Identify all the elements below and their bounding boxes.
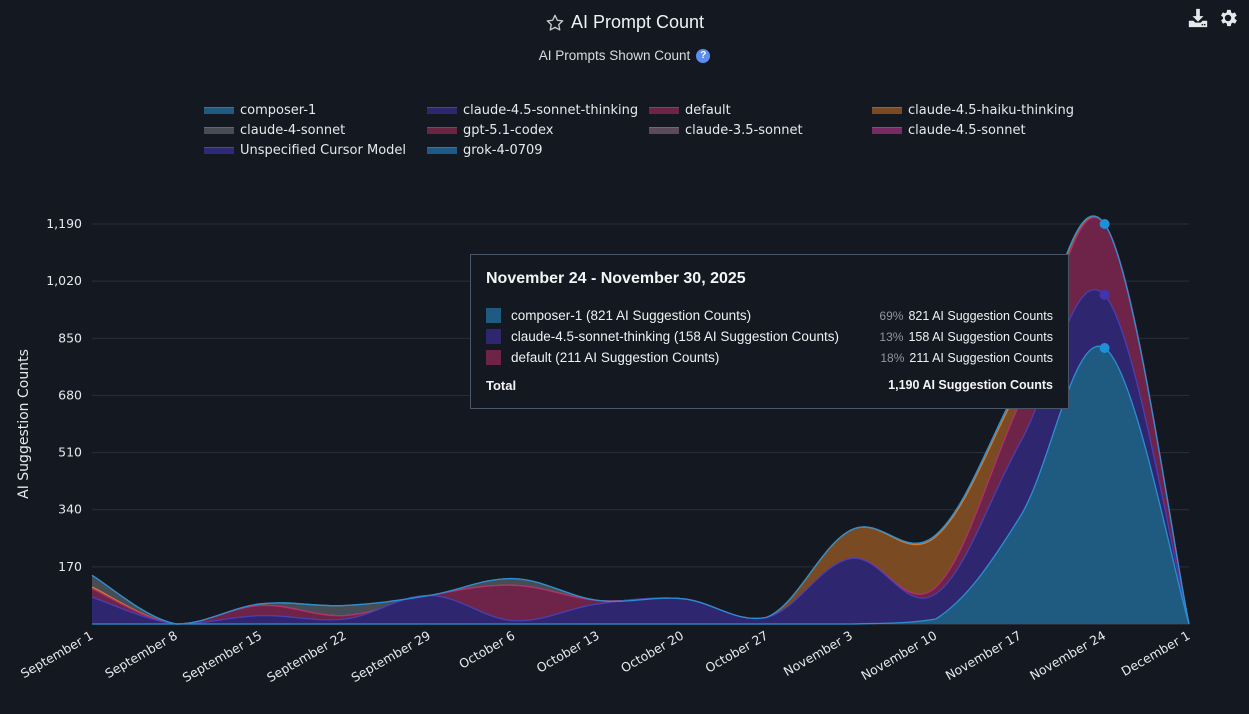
x-tick-label: November 17 [943, 628, 1024, 683]
legend-item[interactable]: claude-4.5-haiku-thinking [872, 102, 1102, 118]
legend-item[interactable]: Unspecified Cursor Model [204, 142, 427, 158]
legend-swatch [649, 126, 679, 134]
legend-swatch [427, 146, 457, 154]
legend-label: claude-3.5-sonnet [685, 122, 803, 138]
legend-label: claude-4-sonnet [240, 122, 346, 138]
x-tick-label: September 15 [180, 628, 265, 685]
legend-item[interactable]: grok-4-0709 [427, 142, 649, 158]
chart-title-row: AI Prompt Count [0, 12, 1249, 38]
x-tick-label: November 10 [858, 628, 939, 683]
legend-label: gpt-5.1-codex [463, 122, 554, 138]
y-tick-label: 1,020 [46, 273, 82, 288]
y-tick-label: 510 [58, 445, 82, 460]
hover-marker [1099, 343, 1110, 354]
chart-title-text: AI Prompt Count [570, 12, 705, 32]
area-series[interactable] [92, 346, 1189, 624]
legend-swatch [427, 106, 457, 114]
legend-swatch [872, 106, 902, 114]
chart-toolbar [1187, 7, 1239, 29]
legend-label: Unspecified Cursor Model [240, 142, 407, 158]
legend-label: claude-4.5-sonnet [908, 122, 1026, 138]
tooltip-row: composer-1 (821 AI Suggestion Counts) 69%… [486, 305, 1053, 326]
y-axis: 170 340 510 680 850 1,020 1,190 [46, 216, 82, 574]
y-tick-label: 1,190 [46, 216, 82, 231]
x-tick-label: November 3 [781, 628, 855, 679]
x-tick-label: September 29 [348, 628, 433, 685]
hover-marker [1099, 219, 1110, 229]
chart-tooltip: November 24 - November 30, 2025 composer… [470, 254, 1069, 409]
series-areas [91, 215, 1190, 625]
tooltip-value: 211 AI Suggestion Counts [909, 350, 1053, 365]
legend-swatch [872, 126, 902, 134]
legend-label: default [685, 102, 731, 118]
chart-subtitle: AI Prompts Shown Count [538, 48, 691, 63]
x-tick-label: September 1 [18, 628, 96, 682]
tooltip-percent: 13% [879, 329, 904, 344]
x-tick-label: December 1 [1119, 628, 1193, 679]
y-tick-label: 850 [58, 330, 82, 345]
y-tick-label: 170 [58, 559, 82, 574]
hover-markers [1099, 219, 1110, 354]
chart-legend: composer-1 claude-4.5-sonnet-thinking defa… [204, 102, 1104, 158]
legend-label: grok-4-0709 [463, 142, 543, 158]
tooltip-swatch [486, 329, 501, 344]
tooltip-swatch [486, 308, 501, 323]
tooltip-series-name: default (211 AI Suggestion Counts) [511, 350, 720, 365]
x-tick-label: October 13 [534, 628, 602, 676]
x-tick-label: November 24 [1027, 628, 1108, 683]
y-tick-label: 340 [58, 502, 82, 517]
tooltip-percent: 18% [880, 350, 905, 365]
x-tick-label: September 22 [264, 628, 349, 685]
legend-item[interactable]: gpt-5.1-codex [427, 122, 649, 138]
gear-icon[interactable] [1217, 7, 1239, 29]
y-tick-label: 680 [58, 387, 82, 402]
x-tick-label: October 20 [618, 628, 686, 676]
tooltip-total-label: Total [486, 378, 517, 393]
legend-label: claude-4.5-sonnet-thinking [463, 102, 639, 118]
tooltip-percent: 69% [879, 308, 904, 323]
help-icon[interactable]: ? [696, 48, 711, 63]
x-tick-label: October 27 [703, 628, 771, 676]
tooltip-row: default (211 AI Suggestion Counts) 18% 211… [486, 347, 1053, 368]
tooltip-total: Total 1,190 AI Suggestion Counts [486, 378, 1053, 393]
legend-swatch [204, 146, 234, 154]
legend-item[interactable]: default [649, 102, 872, 118]
legend-swatch [649, 106, 679, 114]
x-tick-label: October 6 [456, 628, 517, 672]
legend-item[interactable]: claude-4.5-sonnet-thinking [427, 102, 649, 118]
chart-subtitle-row: AI Prompts Shown Count ? [0, 48, 1249, 63]
tooltip-total-value: 1,190 AI Suggestion Counts [888, 378, 1053, 392]
legend-item[interactable]: composer-1 [204, 102, 427, 118]
tooltip-swatch [486, 350, 501, 365]
tooltip-value: 821 AI Suggestion Counts [908, 308, 1053, 323]
legend-swatch [427, 126, 457, 134]
tooltip-row: claude-4.5-sonnet-thinking (158 AI Sugge… [486, 326, 1053, 347]
legend-item[interactable]: claude-3.5-sonnet [649, 122, 872, 138]
legend-label: claude-4.5-haiku-thinking [908, 102, 1074, 118]
star-icon[interactable] [545, 13, 565, 33]
tooltip-series-name: claude-4.5-sonnet-thinking (158 AI Sugge… [511, 329, 839, 344]
tooltip-value: 158 AI Suggestion Counts [908, 329, 1053, 344]
total-outline [91, 215, 1190, 625]
download-icon[interactable] [1187, 7, 1209, 29]
y-axis-title: AI Suggestion Counts [16, 349, 32, 499]
x-tick-label: September 8 [102, 628, 180, 682]
legend-label: composer-1 [240, 102, 317, 118]
tooltip-series-name: composer-1 (821 AI Suggestion Counts) [511, 308, 752, 323]
legend-swatch [204, 106, 234, 114]
legend-item[interactable]: claude-4-sonnet [204, 122, 427, 138]
chart-title: AI Prompt Count [545, 12, 704, 33]
tooltip-title: November 24 - November 30, 2025 [486, 270, 746, 287]
hover-marker [1099, 289, 1110, 300]
legend-item[interactable]: claude-4.5-sonnet [872, 122, 1102, 138]
x-axis: September 1 September 8 September 15 Septem… [18, 628, 1193, 686]
legend-swatch [204, 126, 234, 134]
